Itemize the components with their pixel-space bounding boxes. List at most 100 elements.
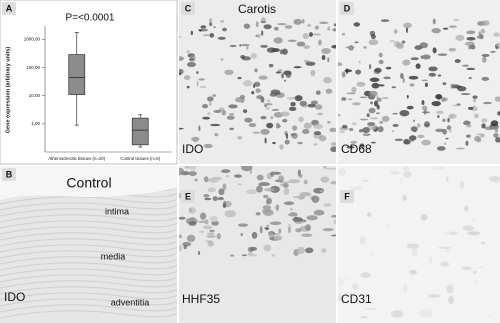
cell xyxy=(198,29,202,32)
cell xyxy=(190,30,193,36)
cell xyxy=(237,76,242,80)
cell xyxy=(203,143,213,149)
cell xyxy=(207,112,211,115)
cell xyxy=(368,90,378,97)
cell xyxy=(403,22,412,28)
cell xyxy=(429,256,433,265)
cell xyxy=(257,33,261,39)
cell xyxy=(338,277,344,287)
y-axis-label: Gene expression (arbitrary units) xyxy=(5,47,11,134)
cell xyxy=(330,234,336,237)
cell xyxy=(255,21,259,28)
cell xyxy=(256,174,264,181)
cell xyxy=(471,217,477,222)
cell xyxy=(338,168,346,176)
cell xyxy=(367,122,376,126)
cell xyxy=(455,147,465,150)
cell xyxy=(351,102,361,106)
cell xyxy=(474,280,478,283)
cell xyxy=(186,85,190,89)
cell xyxy=(244,117,253,123)
cell xyxy=(493,32,500,37)
cell xyxy=(474,135,481,142)
cell xyxy=(319,21,329,24)
cell xyxy=(218,188,225,196)
cell xyxy=(432,18,436,25)
cell xyxy=(202,116,211,120)
cell xyxy=(390,170,400,175)
cell xyxy=(325,88,333,94)
cell xyxy=(239,44,242,47)
cell xyxy=(420,214,428,221)
cell xyxy=(252,131,261,134)
cell xyxy=(446,284,454,294)
cell xyxy=(432,47,437,54)
cell xyxy=(287,39,297,43)
cell xyxy=(277,23,287,26)
cell xyxy=(275,122,280,129)
cell xyxy=(364,308,379,310)
cell xyxy=(307,103,316,108)
cell xyxy=(283,201,295,206)
cell xyxy=(421,111,431,114)
layer-label: media xyxy=(101,251,126,261)
cell xyxy=(353,22,361,27)
cell xyxy=(188,171,197,176)
cell xyxy=(278,175,285,183)
cell xyxy=(269,221,282,226)
cell xyxy=(381,97,389,99)
cell xyxy=(416,123,421,128)
cell xyxy=(206,232,215,236)
cell xyxy=(280,111,290,117)
wall-layer xyxy=(0,298,177,307)
panel-title: Control xyxy=(66,175,111,191)
panel-letter: A xyxy=(6,3,13,13)
cell xyxy=(209,33,215,38)
cell xyxy=(307,24,312,27)
cell xyxy=(465,140,469,146)
cell xyxy=(354,41,359,44)
cell xyxy=(470,44,476,50)
cell xyxy=(321,248,327,253)
cell xyxy=(288,106,297,112)
cell xyxy=(228,104,238,109)
cell xyxy=(207,187,216,193)
cell xyxy=(329,127,336,133)
cell xyxy=(313,131,322,136)
cell xyxy=(361,179,370,182)
cell xyxy=(222,27,227,32)
cell xyxy=(421,139,432,146)
cell xyxy=(325,167,336,170)
stain-label: CD31 xyxy=(341,292,372,306)
cell xyxy=(297,141,304,145)
cell xyxy=(327,28,331,31)
cell xyxy=(269,185,280,193)
cell xyxy=(220,58,224,61)
cell xyxy=(346,145,355,149)
cell xyxy=(402,194,408,202)
cell xyxy=(205,235,217,238)
cell xyxy=(490,124,493,128)
cell xyxy=(481,76,490,81)
cell xyxy=(345,46,355,49)
cell xyxy=(242,80,253,87)
cell xyxy=(431,27,441,34)
cell xyxy=(366,212,372,217)
cell xyxy=(209,22,213,27)
cell xyxy=(461,266,472,271)
cell xyxy=(240,44,250,47)
cell xyxy=(448,47,457,52)
cell xyxy=(350,140,358,144)
cell xyxy=(286,97,295,100)
cell xyxy=(265,106,270,110)
cell xyxy=(188,57,194,61)
cell xyxy=(378,52,383,58)
cell xyxy=(455,34,465,41)
cell xyxy=(197,220,207,224)
cell xyxy=(301,18,305,24)
cell xyxy=(391,86,397,89)
stain-label: HHF35 xyxy=(182,292,220,306)
cell xyxy=(255,212,261,216)
cell xyxy=(182,241,192,247)
cell xyxy=(242,109,248,113)
